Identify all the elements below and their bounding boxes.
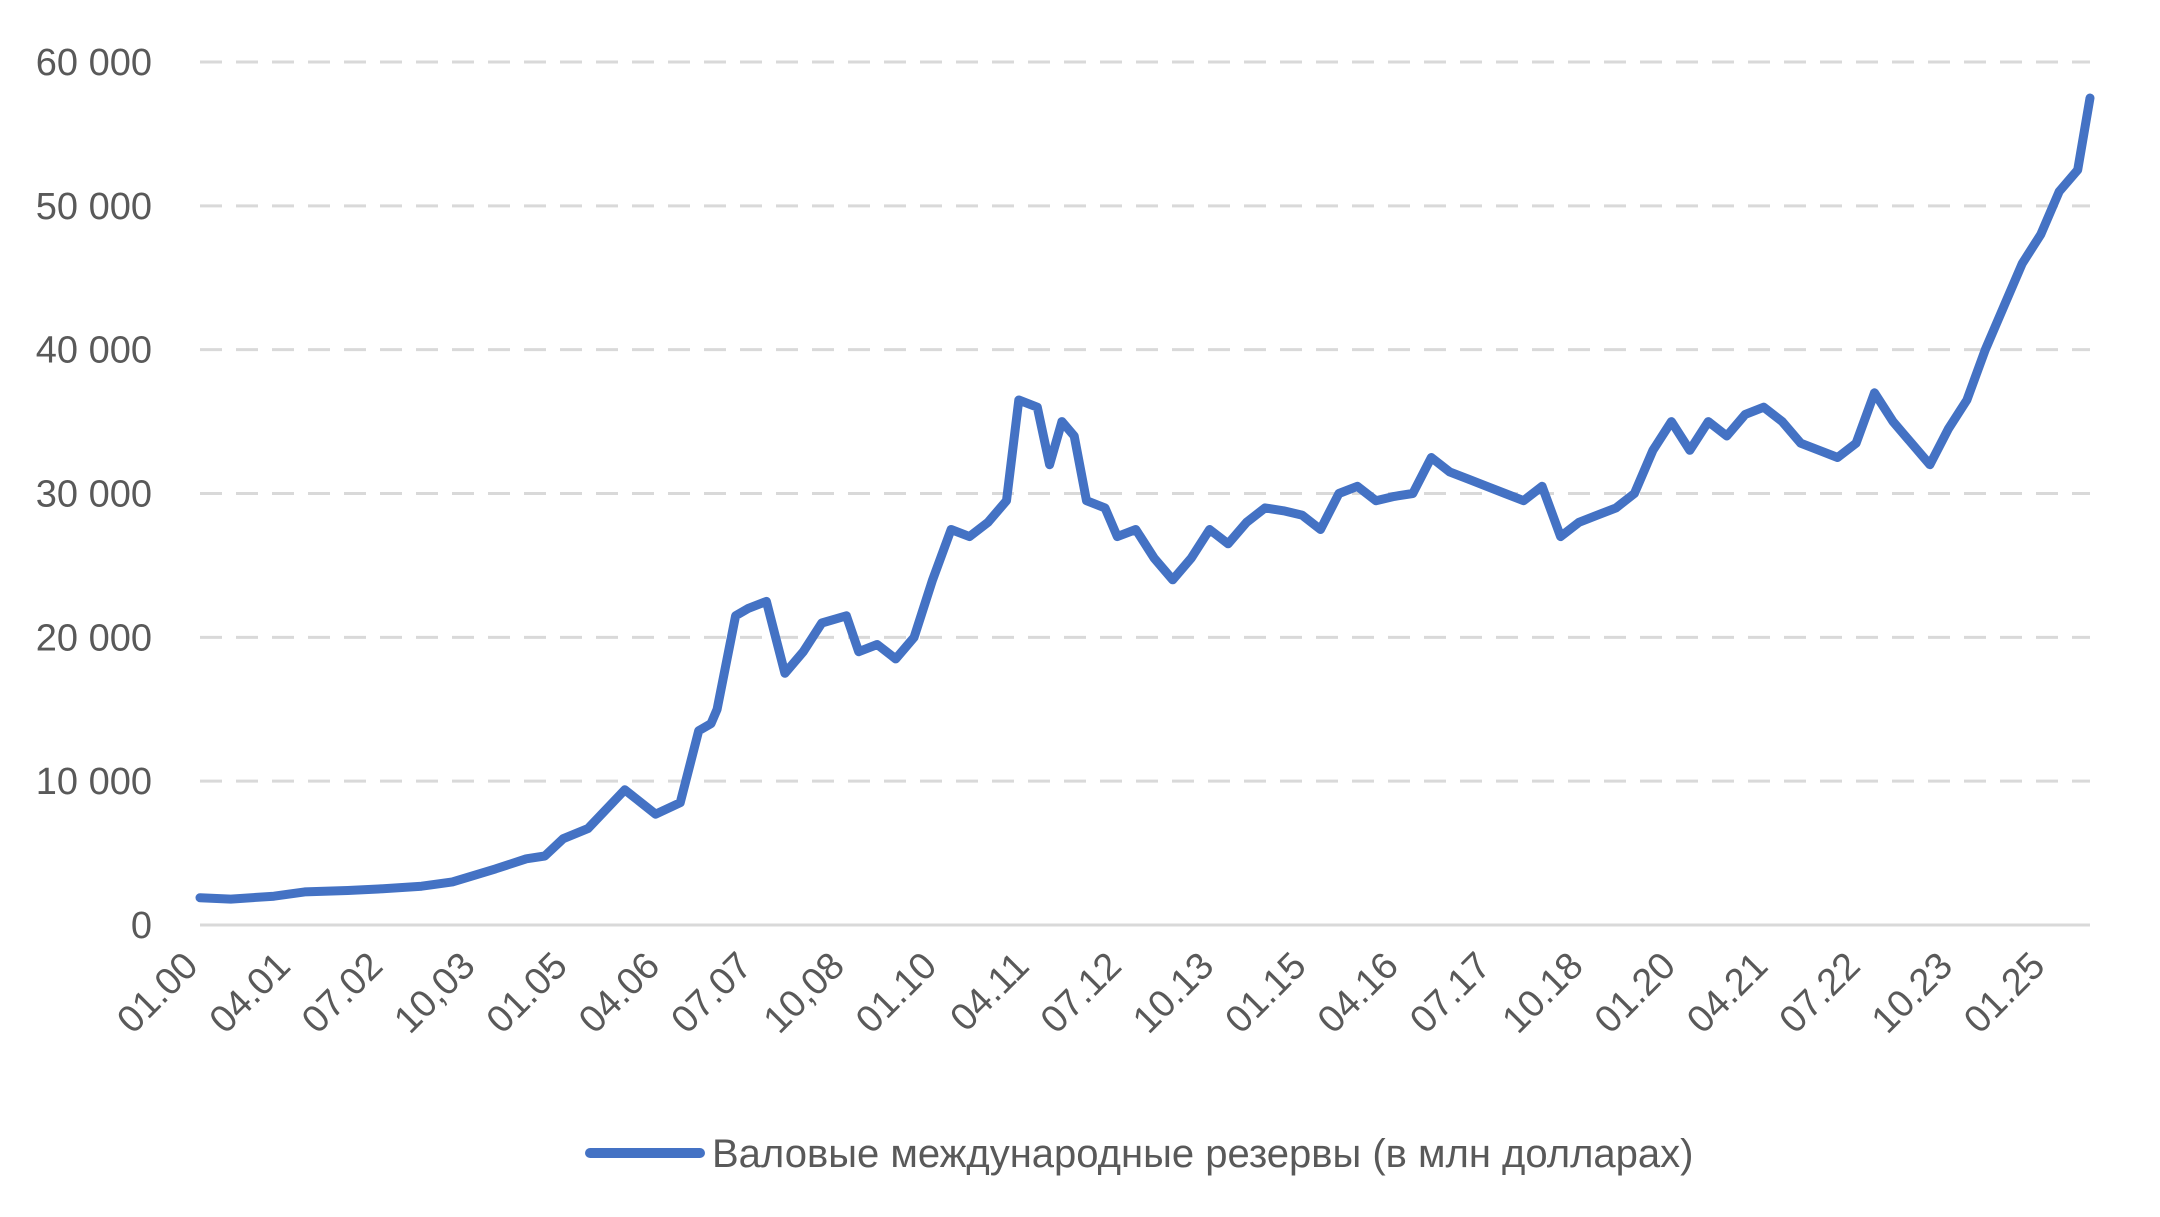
y-tick-label: 50 000 <box>36 186 152 228</box>
y-tick-label: 20 000 <box>36 617 152 659</box>
x-tick-label: 10.18 <box>1495 945 1592 1042</box>
y-tick-label: 30 000 <box>36 474 152 516</box>
legend-label: Валовые международные резервы (в млн дол… <box>712 1132 1693 1176</box>
x-tick-label: 04.06 <box>571 945 668 1042</box>
x-tick-label: 07.17 <box>1402 945 1499 1042</box>
x-tick-label: 01.00 <box>109 945 206 1042</box>
series-layer <box>195 93 2095 904</box>
x-tick-label: 07.12 <box>1033 945 1130 1042</box>
x-tick-label: 07.02 <box>294 945 391 1042</box>
x-tick-label: 04.21 <box>1679 945 1776 1042</box>
x-tick-label: 01.25 <box>1956 945 2053 1042</box>
x-tick-label: 01.05 <box>479 945 576 1042</box>
x-tick-label: 04.16 <box>1310 945 1407 1042</box>
x-tick-label: 10.13 <box>1125 945 1222 1042</box>
x-tick-label: 01.20 <box>1587 945 1684 1042</box>
x-tick-label: 10,03 <box>386 945 483 1042</box>
x-tick-label: 07.22 <box>1772 945 1869 1042</box>
y-axis: 0 10 000 20 000 30 000 40 000 50 000 60 000 <box>36 42 152 947</box>
x-tick-label: 01.15 <box>1218 945 1315 1042</box>
legend: Валовые международные резервы (в млн дол… <box>585 1132 1693 1176</box>
x-axis: 01.0004.0107.0210,0301.0504.0607.0710,08… <box>109 945 2053 1042</box>
x-tick-label: 04.11 <box>943 945 1038 1040</box>
y-tick-label: 0 <box>131 905 152 947</box>
y-tick-label: 60 000 <box>36 42 152 84</box>
y-tick-label: 10 000 <box>36 761 152 803</box>
series-line <box>195 93 2095 904</box>
gridlines <box>200 60 2090 927</box>
x-tick-label: 10.23 <box>1864 945 1961 1042</box>
x-tick-label: 01.10 <box>848 945 945 1042</box>
x-tick-label: 10,08 <box>756 945 853 1042</box>
y-tick-label: 40 000 <box>36 330 152 372</box>
x-tick-label: 07.07 <box>663 945 760 1042</box>
x-tick-label: 04.01 <box>202 945 299 1042</box>
